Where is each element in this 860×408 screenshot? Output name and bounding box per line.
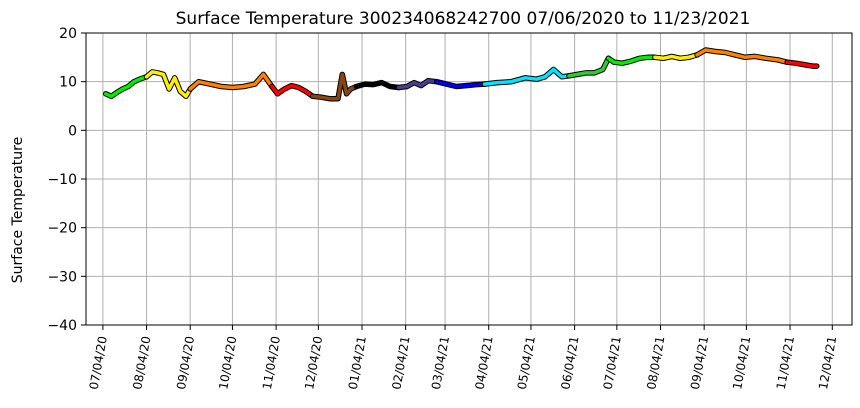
series-line	[785, 60, 819, 68]
series-outline	[309, 71, 360, 102]
x-tick-label: 08/04/21	[644, 335, 667, 391]
series-line	[695, 48, 789, 64]
y-tick-label: −40	[47, 318, 77, 334]
x-tick-label: 08/04/20	[130, 335, 153, 391]
series-line	[482, 67, 571, 86]
y-tick-label: −10	[47, 172, 77, 188]
x-axis-ticks: 07/04/20 08/04/20 09/04/20 10/04/20 11/04/20…	[87, 325, 839, 391]
series-line	[434, 79, 487, 89]
x-tick-label: 12/04/20	[302, 335, 325, 391]
x-tick-label: 04/04/21	[473, 335, 496, 391]
x-tick-label: 02/04/21	[389, 335, 412, 391]
series-line	[103, 75, 149, 99]
x-tick-label: 12/04/21	[816, 335, 839, 391]
x-tick-label: 09/04/21	[688, 335, 711, 391]
y-tick-label: 20	[59, 26, 77, 42]
x-tick-label: 07/04/20	[87, 335, 110, 391]
series-line	[567, 56, 611, 78]
x-tick-label: 05/04/21	[515, 335, 538, 391]
series-line	[354, 80, 401, 90]
series-line	[188, 72, 274, 91]
x-tick-label: 06/04/21	[558, 335, 581, 391]
y-tick-label: −30	[47, 269, 77, 285]
series-line	[606, 55, 657, 65]
series-line	[396, 78, 439, 90]
x-tick-label: 11/04/20	[260, 335, 283, 391]
chart-title: Surface Temperature 300234068242700 07/0…	[176, 9, 751, 29]
y-tick-label: −20	[47, 221, 77, 237]
series-line	[270, 83, 315, 99]
grid	[86, 32, 852, 326]
series-line	[144, 70, 192, 99]
series-line	[310, 72, 359, 101]
x-tick-label: 09/04/20	[174, 335, 197, 391]
y-tick-label: 10	[59, 75, 77, 91]
y-axis-label: Surface Temperature	[10, 137, 26, 283]
x-tick-label: 10/04/20	[216, 335, 239, 391]
y-axis-ticks: 20 10 0 −10 −20 −30 −40	[47, 26, 86, 334]
y-tick-label: 0	[68, 123, 77, 139]
data-series	[102, 47, 820, 102]
x-tick-label: 03/04/21	[429, 335, 452, 391]
x-tick-label: 07/04/21	[601, 335, 624, 391]
series-line	[653, 53, 699, 61]
x-tick-label: 10/04/21	[730, 335, 753, 391]
x-tick-label: 01/04/21	[346, 335, 369, 391]
x-tick-label: 11/04/21	[774, 335, 797, 391]
